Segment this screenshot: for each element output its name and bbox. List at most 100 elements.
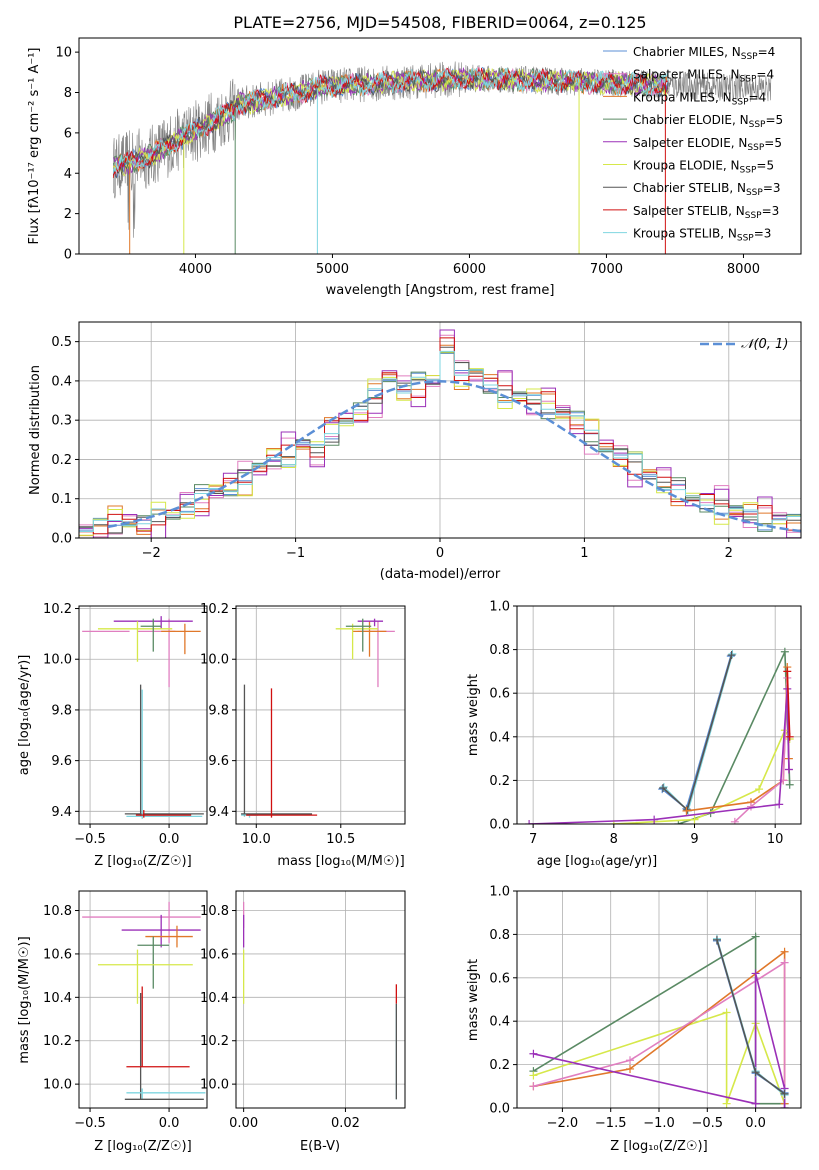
x-tick-label: 8	[610, 832, 618, 847]
legend-label: Chabrier MILES, NSSP=4	[633, 45, 775, 62]
axes-mass-weight-vs-Z: −2.0 −1.5 −1.0 −0.5 0.0 0.0 0.2 0.4 0.6 0.8 1.0	[489, 885, 802, 1131]
mass-weight-marker	[529, 1049, 538, 1058]
legend-label: Salpeter STELIB, NSSP=3	[633, 204, 779, 221]
y-tick-label: 0.0	[489, 1102, 510, 1117]
legend-label: Kroupa ELODIE, NSSP=5	[633, 159, 774, 176]
mass-weight-marker	[529, 1071, 538, 1080]
y-tick-label: 0.0	[489, 818, 510, 833]
mass-weight-marker	[780, 1089, 789, 1098]
x-tick-label: −1.5	[595, 1116, 627, 1131]
mass-weight-marker	[650, 815, 659, 824]
model-spectrum-line	[112, 67, 669, 178]
y-tick-label: 9.6	[208, 754, 229, 769]
x-tick-label: 10	[767, 832, 784, 847]
axes-mass-vs-E(B-V): 0.00 0.02 10.0 10.2 10.4 10.6 10.8	[200, 890, 406, 1131]
y-tick-label: 8	[64, 86, 72, 101]
x-tick-label: 4000	[179, 262, 212, 277]
x-tick-label: 1	[580, 546, 588, 561]
x-tick-label: 0.02	[331, 1116, 360, 1131]
mass-weight-marker	[751, 932, 760, 941]
mass-weight-line	[529, 688, 790, 824]
legend-label: Chabrier STELIB, NSSP=3	[633, 181, 781, 198]
histogram-step	[79, 350, 801, 532]
mass-weight-marker	[755, 785, 764, 794]
legend-label: Salpeter ELODIE, NSSP=5	[633, 136, 782, 153]
mass-weight-marker	[751, 969, 760, 978]
mass-weight-marker	[712, 935, 721, 944]
x-tick-label: 10.5	[326, 832, 355, 847]
x-axis-label: (data-model)/error	[380, 567, 501, 582]
mass-weight-line	[613, 728, 791, 824]
x-tick-label: 0.0	[745, 1116, 766, 1131]
y-tick-label: 0.4	[51, 374, 72, 389]
mass-weight-line	[661, 655, 732, 811]
y-tick-label: 4	[64, 167, 72, 182]
mass-weight-line	[533, 961, 786, 1108]
axes-spectrum: 4000 5000 6000 7000 8000 0 2 4 6 8 10	[55, 37, 802, 277]
mass-weight-marker	[746, 802, 755, 811]
mass-weight-marker	[728, 649, 737, 658]
x-tick-label: 0.00	[229, 1116, 258, 1131]
mass-weight-marker	[674, 820, 683, 824]
y-tick-label: 9.8	[51, 703, 72, 718]
y-tick-label: 0	[64, 248, 72, 263]
x-axis-label: Z [log₁₀(Z/Z☉)]	[610, 1139, 707, 1154]
y-axis-label: mass weight	[466, 674, 481, 756]
mass-weight-line	[662, 654, 733, 812]
y-tick-label: 9.6	[51, 754, 72, 769]
mass-weight-marker	[626, 1064, 635, 1073]
y-tick-label: 9.4	[208, 805, 229, 820]
mass-weight-marker	[785, 732, 794, 741]
x-axis-label: Z [log₁₀(Z/Z☉)]	[94, 1139, 191, 1154]
y-tick-label: 0.3	[51, 414, 72, 429]
x-tick-label: 7	[529, 832, 537, 847]
y-tick-label: 0.2	[489, 774, 510, 789]
plot-area	[529, 932, 789, 1108]
mass-weight-marker	[780, 958, 789, 967]
mass-weight-marker	[727, 651, 736, 660]
x-tick-label: 8000	[727, 262, 760, 277]
legend-gauss-label: 𝒩(0, 1)	[741, 337, 788, 352]
axes-frame	[235, 890, 406, 1109]
x-tick-label: 9	[690, 832, 698, 847]
mass-weight-line	[786, 671, 791, 737]
legend-spectrum: Chabrier MILES, NSSP=4 Salpeter MILES, NS…	[603, 45, 783, 244]
x-axis-label: E(B-V)	[300, 1139, 340, 1154]
plot-area	[242, 901, 397, 1100]
mass-weight-line	[678, 651, 791, 824]
x-tick-label: 10.0	[242, 832, 271, 847]
y-tick-label: 10.4	[200, 991, 229, 1006]
y-tick-label: 10	[55, 46, 72, 61]
y-tick-label: 9.8	[208, 703, 229, 718]
x-tick-label: −1.0	[643, 1116, 675, 1131]
axes-residual-histogram: −2 −1 0 1 2 0.0 0.1 0.2 0.3 0.4 0.5	[51, 321, 802, 561]
axes-frame	[78, 605, 208, 825]
axes-frame	[78, 890, 208, 1109]
mass-weight-marker	[682, 806, 691, 815]
x-axis-label: wavelength [Angstrom, rest frame]	[326, 283, 555, 298]
axes-mass-vs-Z: −0.5 0.0 10.0 10.2 10.4 10.6 10.8	[43, 890, 208, 1131]
y-axis-label: mass weight	[466, 959, 481, 1041]
axes-frame	[78, 37, 802, 255]
y-tick-label: 0.4	[489, 730, 510, 745]
mass-weight-marker	[780, 1104, 789, 1108]
mass-weight-marker	[780, 947, 789, 956]
x-tick-label: −0.5	[692, 1116, 724, 1131]
plot-area	[525, 647, 794, 824]
y-tick-label: 9.4	[51, 805, 72, 820]
y-tick-label: 10.0	[200, 653, 229, 668]
plot-area	[82, 616, 204, 819]
plot-area	[112, 61, 772, 254]
y-tick-label: 0.2	[51, 453, 72, 468]
y-tick-label: 10.4	[43, 991, 72, 1006]
x-tick-label: 0.0	[159, 832, 180, 847]
y-tick-label: 10.0	[43, 1078, 72, 1093]
y-tick-label: 10.8	[200, 904, 229, 919]
y-tick-label: 0.4	[489, 1015, 510, 1030]
mass-weight-marker	[722, 1099, 731, 1108]
mass-weight-marker	[722, 1008, 731, 1017]
axes-mass-weight-vs-age: 7 8 9 10 0.0 0.2 0.4 0.6 0.8 1.0	[489, 600, 802, 847]
axes-frame	[516, 605, 802, 825]
